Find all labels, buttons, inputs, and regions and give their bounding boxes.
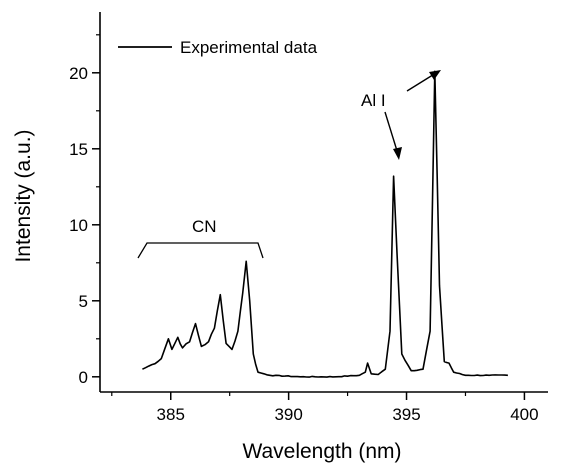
y-tick-label: 5 <box>79 292 88 311</box>
al-label: Al I <box>361 91 386 110</box>
tick-marks <box>92 34 526 400</box>
legend-label: Experimental data <box>180 38 318 57</box>
series-line-experimental-data <box>142 70 508 378</box>
cn-label: CN <box>192 217 217 236</box>
al-arrow-2 <box>406 72 437 92</box>
tick-labels: 385 390 395 400 0 5 10 15 20 <box>69 64 539 424</box>
x-tick-label: 385 <box>157 405 185 424</box>
y-tick-label: 15 <box>69 140 88 159</box>
y-axis-title: Intensity (a.u.) <box>12 129 35 262</box>
legend: Experimental data <box>118 38 318 57</box>
cn-bracket <box>137 242 264 259</box>
x-tick-label: 390 <box>274 405 302 424</box>
al-arrow-1-head <box>393 147 402 160</box>
y-tick-label: 10 <box>69 216 88 235</box>
cn-annotation: CN <box>137 217 264 259</box>
x-axis-title: Wavelength (nm) <box>242 440 401 463</box>
x-tick-label: 395 <box>392 405 420 424</box>
al-annotation: Al I <box>361 70 441 160</box>
al-arrow-1 <box>384 111 399 155</box>
y-tick-label: 0 <box>79 368 88 387</box>
axes <box>99 12 548 393</box>
al-arrow-2-head <box>429 70 441 80</box>
y-tick-label: 20 <box>69 64 88 83</box>
x-tick-label: 400 <box>510 405 538 424</box>
